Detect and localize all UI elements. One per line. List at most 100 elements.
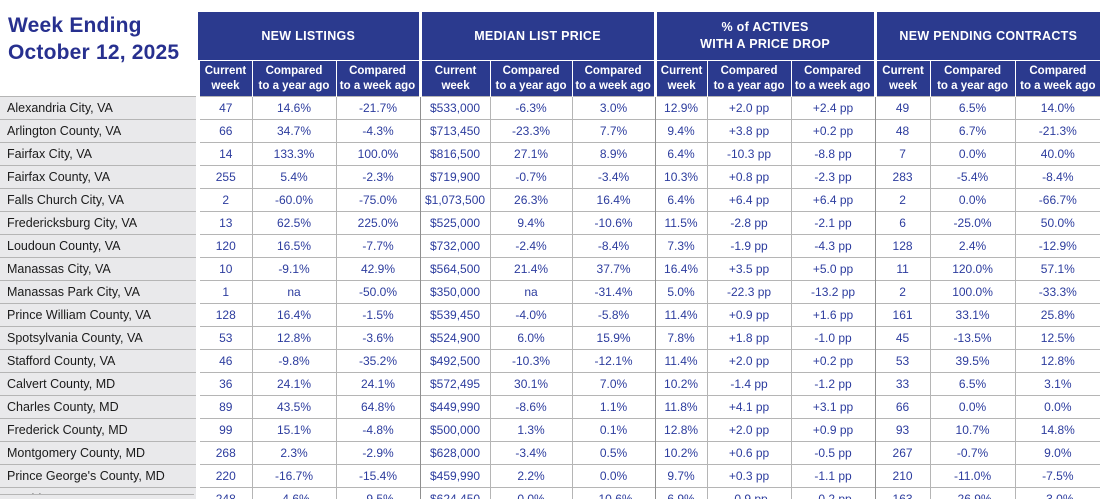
value-cell: $732,000: [419, 234, 491, 258]
market-stats-table: Week Ending October 12, 2025 NEW LISTING…: [0, 12, 1100, 499]
value-cell: 64.8%: [335, 395, 421, 419]
value-cell: 14: [197, 142, 252, 166]
value-cell: -4.3 pp: [790, 234, 876, 258]
value-cell: -1.1 pp: [790, 464, 876, 488]
value-cell: 7.0%: [571, 372, 656, 396]
value-cell: 12.5%: [1014, 326, 1100, 350]
value-cell: 27.1%: [489, 142, 573, 166]
value-cell: -2.3%: [335, 165, 421, 189]
value-cell: $564,500: [419, 257, 491, 281]
value-cell: -31.4%: [571, 280, 656, 304]
value-cell: 9.4%: [489, 211, 573, 235]
value-cell: 0.0%: [1014, 395, 1100, 419]
value-cell: +0.8 pp: [706, 165, 792, 189]
value-cell: -66.7%: [1014, 188, 1100, 212]
value-cell: +0.2 pp: [790, 119, 876, 143]
value-cell: 3.1%: [1014, 372, 1100, 396]
table-row: Fairfax City, VA 14 133.3% 100.0% $816,500 27…: [0, 142, 1100, 166]
value-cell: 2: [874, 188, 931, 212]
value-cell: 283: [874, 165, 931, 189]
value-cell: -11.0%: [929, 464, 1016, 488]
value-cell: -60.0%: [251, 188, 336, 212]
value-cell: 40.0%: [1014, 142, 1100, 166]
value-cell: +2.0 pp: [706, 418, 792, 442]
location-cell: Prince George's County, MD: [0, 464, 200, 488]
subheader-current-week: Current week: [418, 60, 491, 97]
value-cell: 255: [197, 165, 252, 189]
value-cell: -2.3 pp: [790, 165, 876, 189]
value-cell: +6.4 pp: [790, 188, 876, 212]
value-cell: 21.4%: [489, 257, 573, 281]
value-cell: $816,500: [419, 142, 491, 166]
value-cell: 0.0%: [571, 464, 656, 488]
value-cell: -4.8%: [335, 418, 421, 442]
value-cell: +2.0 pp: [706, 349, 792, 373]
value-cell: 10: [197, 257, 252, 281]
value-cell: -1.4 pp: [706, 372, 792, 396]
value-cell: 33.1%: [929, 303, 1016, 327]
value-cell: 12.8%: [1014, 349, 1100, 373]
location-cell: Calvert County, MD: [0, 372, 200, 396]
value-cell: -35.2%: [335, 349, 421, 373]
value-cell: 6.7%: [929, 119, 1016, 143]
value-cell: -15.4%: [335, 464, 421, 488]
value-cell: 6: [874, 211, 931, 235]
value-cell: +6.4 pp: [706, 188, 792, 212]
value-cell: 47: [197, 96, 252, 120]
value-cell: $350,000: [419, 280, 491, 304]
value-cell: 13: [197, 211, 252, 235]
value-cell: 15.9%: [571, 326, 656, 350]
table-row: Montgomery County, MD 268 2.3% -2.9% $628,00…: [0, 441, 1100, 465]
value-cell: na: [489, 280, 573, 304]
value-cell: 62.5%: [251, 211, 336, 235]
value-cell: $628,000: [419, 441, 491, 465]
value-cell: -75.0%: [335, 188, 421, 212]
location-cell: Montgomery County, MD: [0, 441, 200, 465]
value-cell: 11.5%: [654, 211, 708, 235]
value-cell: 11.8%: [654, 395, 708, 419]
value-cell: 25.8%: [1014, 303, 1100, 327]
title-line-2: October 12, 2025: [8, 41, 180, 65]
column-group-new-pending-contracts: NEW PENDING CONTRACTS: [873, 12, 1100, 61]
value-cell: 163: [874, 487, 931, 499]
value-cell: -4.6%: [251, 487, 336, 499]
value-cell: 53: [197, 326, 252, 350]
value-cell: -5.4%: [929, 165, 1016, 189]
location-cell: Prince William County, VA: [0, 303, 200, 327]
value-cell: 30.1%: [489, 372, 573, 396]
value-cell: 6.4%: [654, 188, 708, 212]
value-cell: 5.4%: [251, 165, 336, 189]
value-cell: 210: [874, 464, 931, 488]
value-cell: 0.0%: [489, 487, 573, 499]
table-row: Prince George's County, MD 220 -16.7% -15.4…: [0, 464, 1100, 488]
sub-header-row: Current week Compared to a year ago Comp…: [0, 60, 1100, 97]
value-cell: 0.0%: [929, 188, 1016, 212]
table-body: Alexandria City, VA 47 14.6% -21.7% $533,000…: [0, 96, 1100, 499]
table-row: Prince William County, VA 128 16.4% -1.5% $5…: [0, 303, 1100, 327]
value-cell: 10.7%: [929, 418, 1016, 442]
value-cell: 0.1%: [571, 418, 656, 442]
value-cell: +3.1 pp: [790, 395, 876, 419]
value-cell: $449,990: [419, 395, 491, 419]
value-cell: +4.1 pp: [706, 395, 792, 419]
value-cell: 6.0%: [489, 326, 573, 350]
value-cell: 12.9%: [654, 96, 708, 120]
location-cell: Manassas Park City, VA: [0, 280, 200, 304]
clipped-next-row: [0, 494, 194, 499]
value-cell: -12.1%: [571, 349, 656, 373]
value-cell: 7.8%: [654, 326, 708, 350]
value-cell: 49: [874, 96, 931, 120]
value-cell: 99: [197, 418, 252, 442]
value-cell: 93: [874, 418, 931, 442]
value-cell: -3.4%: [571, 165, 656, 189]
table-row: Arlington County, VA 66 34.7% -4.3% $713,450…: [0, 119, 1100, 143]
value-cell: 9.4%: [654, 119, 708, 143]
value-cell: 128: [197, 303, 252, 327]
value-cell: 39.5%: [929, 349, 1016, 373]
value-cell: 5.0%: [654, 280, 708, 304]
value-cell: 10.2%: [654, 441, 708, 465]
value-cell: -2.8 pp: [706, 211, 792, 235]
value-cell: 1.1%: [571, 395, 656, 419]
location-cell: Stafford County, VA: [0, 349, 200, 373]
value-cell: -10.6%: [571, 211, 656, 235]
